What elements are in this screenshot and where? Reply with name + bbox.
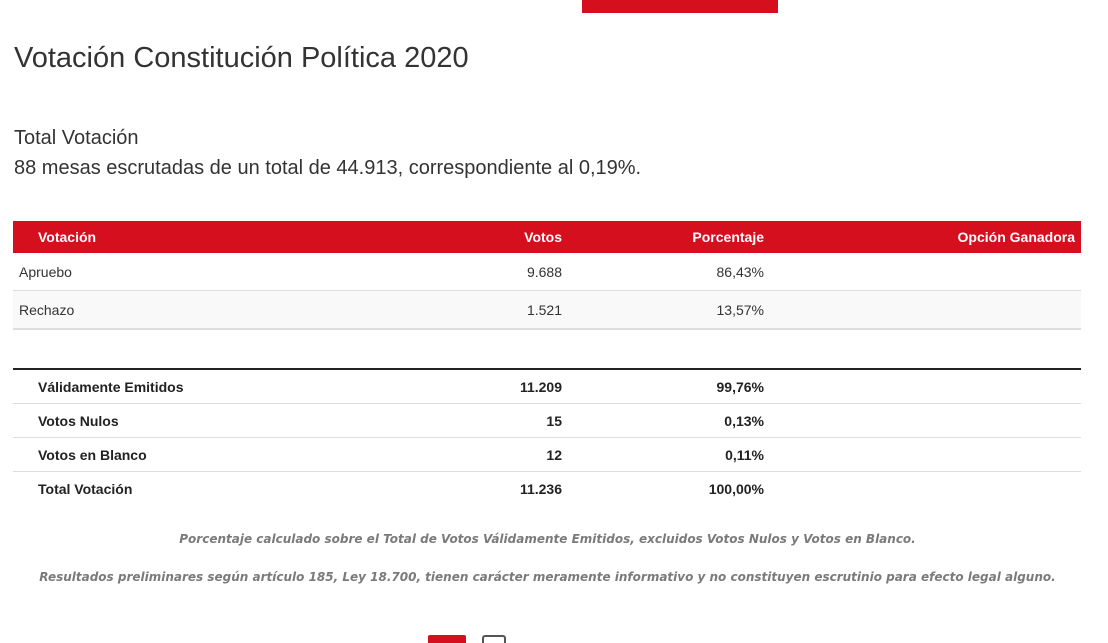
totals-percent: 100,00% bbox=[708, 480, 764, 497]
option-percent: 86,43% bbox=[568, 253, 770, 291]
option-winner bbox=[770, 290, 1081, 330]
table-row: Apruebo 9.688 86,43% bbox=[13, 253, 1081, 291]
table-row: Rechazo 1.521 13,57% bbox=[13, 290, 1081, 330]
totals-label: Total Votación bbox=[38, 480, 133, 497]
header-opcion-ganadora: Opción Ganadora bbox=[770, 221, 1081, 253]
option-percent: 13,57% bbox=[568, 290, 770, 330]
totals-votes: 15 bbox=[368, 403, 568, 438]
header-votacion: Votación bbox=[13, 221, 368, 253]
totals-row: Total Votación 11.236 100,00% bbox=[13, 472, 1081, 506]
totals-row: Válidamente Emitidos 11.209 99,76% bbox=[13, 369, 1081, 404]
option-votes: 1.521 bbox=[368, 290, 568, 330]
results-table: Votación Votos Porcentaje Opción Ganador… bbox=[13, 221, 1081, 330]
legal-disclaimer: Resultados preliminares según artículo 1… bbox=[39, 570, 1056, 584]
summary-label: Total Votación bbox=[14, 127, 139, 149]
top-accent-bar bbox=[582, 0, 778, 13]
totals-percent: 99,76% bbox=[568, 369, 770, 404]
totals-label: Votos Nulos bbox=[13, 403, 368, 438]
header-votos: Votos bbox=[368, 221, 568, 253]
option-votes: 9.688 bbox=[368, 253, 568, 291]
results-header-row: Votación Votos Porcentaje Opción Ganador… bbox=[13, 221, 1081, 253]
totals-percent: 0,13% bbox=[568, 403, 770, 438]
totals-row: Votos en Blanco 12 0,11% bbox=[13, 437, 1081, 472]
summary-text: 88 mesas escrutadas de un total de 44.91… bbox=[14, 157, 642, 179]
totals-label: Votos en Blanco bbox=[13, 437, 368, 472]
header-porcentaje: Porcentaje bbox=[568, 221, 770, 253]
totals-label: Válidamente Emitidos bbox=[13, 369, 368, 404]
totals-votes: 11.236 bbox=[519, 480, 562, 497]
totals-votes: 11.209 bbox=[368, 369, 568, 404]
percentage-note: Porcentaje calculado sobre el Total de V… bbox=[179, 532, 916, 546]
pagination-button[interactable] bbox=[482, 635, 506, 643]
option-name: Rechazo bbox=[13, 290, 368, 330]
totals-votes: 12 bbox=[368, 437, 568, 472]
option-winner bbox=[770, 253, 1081, 291]
totals-row: Votos Nulos 15 0,13% bbox=[13, 403, 1081, 438]
totals-percent: 0,11% bbox=[568, 437, 770, 472]
pagination-active-button[interactable] bbox=[428, 635, 466, 643]
totals-table: Válidamente Emitidos 11.209 99,76% Votos… bbox=[13, 368, 1081, 505]
option-name: Apruebo bbox=[13, 253, 368, 291]
page-title: Votación Constitución Política 2020 bbox=[14, 42, 469, 74]
